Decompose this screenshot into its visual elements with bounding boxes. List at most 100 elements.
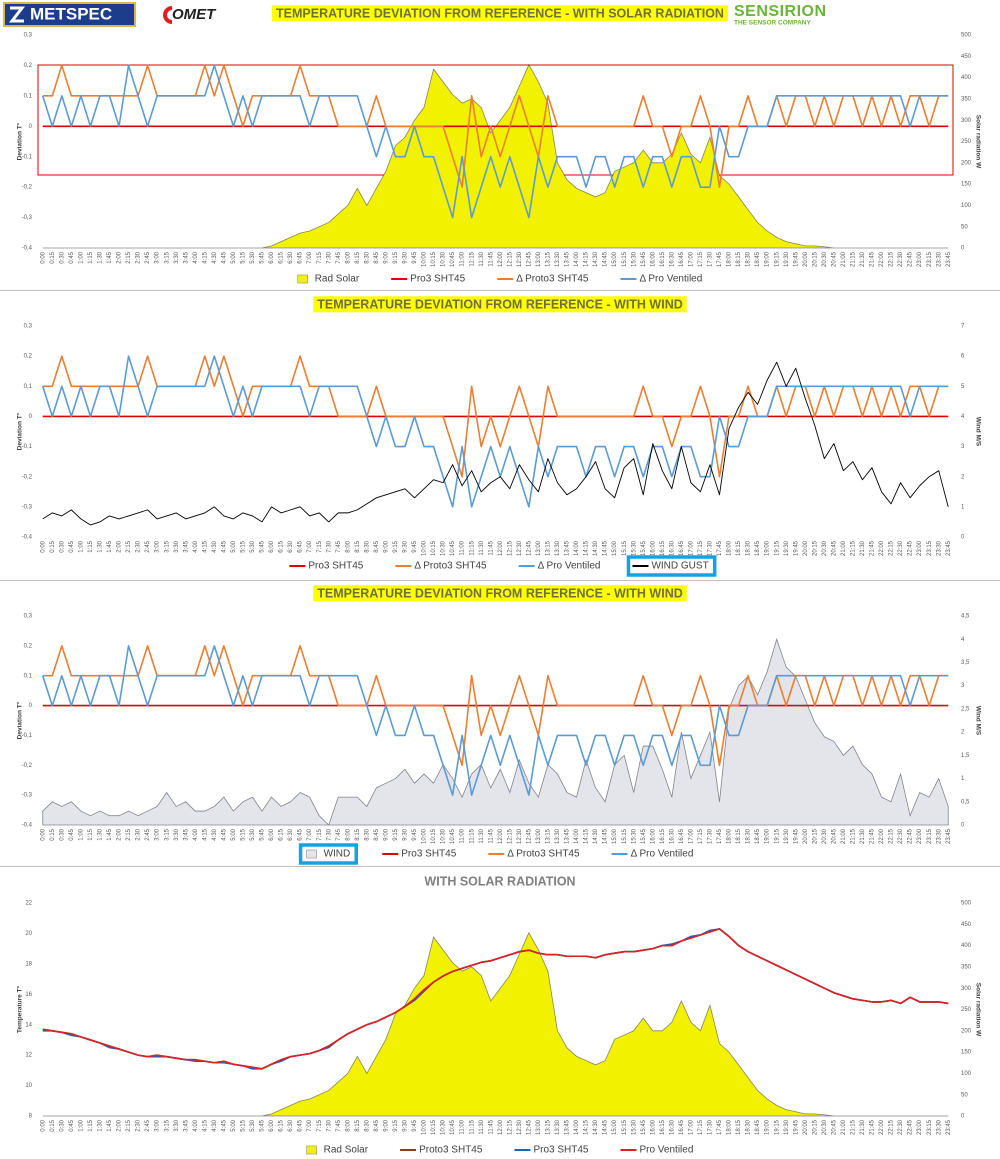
x-tick-label: 7:15 bbox=[317, 828, 323, 840]
x-tick-label: 15:00 bbox=[612, 1119, 618, 1135]
x-tick-label: 0:30 bbox=[59, 251, 65, 263]
x-tick-label: 23:00 bbox=[917, 251, 923, 267]
x-tick-label: 6:45 bbox=[298, 828, 304, 840]
x-tick-label: 1:45 bbox=[107, 1119, 113, 1131]
x-tick-label: 14:45 bbox=[603, 828, 609, 844]
x-tick-label: 9:30 bbox=[403, 1119, 409, 1131]
x-tick-label: 11:00 bbox=[460, 540, 466, 555]
x-tick-label: 14:15 bbox=[584, 1119, 590, 1135]
x-tick-label: 7:00 bbox=[307, 1119, 313, 1131]
x-tick-label: 3:45 bbox=[183, 828, 189, 840]
x-tick-label: 0:00 bbox=[40, 828, 46, 840]
legend-item: Δ Pro Ventiled bbox=[620, 274, 702, 285]
legend-item: Pro Ventiled bbox=[620, 1145, 693, 1156]
x-tick-label: 1:30 bbox=[98, 828, 104, 840]
x-tick-label: 2:00 bbox=[117, 540, 123, 552]
x-tick-label: 13:15 bbox=[546, 251, 552, 267]
x-tick-label: 12:15 bbox=[507, 1119, 513, 1135]
y2-tick-label: 150 bbox=[961, 1050, 972, 1056]
x-tick-label: 6:15 bbox=[279, 540, 285, 552]
x-tick-label: 17:15 bbox=[698, 251, 704, 267]
x-tick-label: 20:00 bbox=[803, 828, 809, 844]
x-tick-label: 3:00 bbox=[155, 1119, 161, 1131]
x-tick-label: 15:45 bbox=[641, 251, 647, 267]
x-tick-label: 11:15 bbox=[469, 828, 475, 843]
x-tick-label: 13:30 bbox=[555, 540, 561, 556]
x-tick-label: 22:45 bbox=[908, 251, 914, 267]
x-tick-label: 23:15 bbox=[927, 828, 933, 844]
x-tick-label: 2:00 bbox=[117, 828, 123, 840]
y-tick-label: 0,2 bbox=[24, 354, 33, 360]
x-tick-label: 21:30 bbox=[860, 540, 866, 556]
x-tick-label: 2:15 bbox=[126, 1119, 132, 1131]
x-tick-label: 3:00 bbox=[155, 828, 161, 840]
x-tick-label: 1:30 bbox=[98, 251, 104, 263]
x-tick-label: 20:30 bbox=[822, 540, 828, 556]
x-tick-label: 20:45 bbox=[831, 540, 837, 556]
line bbox=[42, 645, 949, 796]
y2-tick-label: 2 bbox=[961, 730, 965, 736]
x-tick-label: 20:00 bbox=[803, 251, 809, 267]
title-highlight bbox=[272, 5, 728, 22]
x-tick-label: 6:30 bbox=[288, 251, 294, 263]
x-tick-label: 4:30 bbox=[212, 828, 218, 840]
y2-tick-label: 0 bbox=[961, 246, 965, 252]
x-tick-label: 5:30 bbox=[250, 540, 256, 552]
x-tick-label: 22:45 bbox=[908, 1119, 914, 1135]
x-tick-label: 3:45 bbox=[183, 540, 189, 552]
x-tick-label: 3:15 bbox=[164, 828, 170, 840]
x-tick-label: 13:45 bbox=[565, 540, 571, 556]
x-tick-label: 13:00 bbox=[536, 828, 542, 844]
x-tick-label: 15:00 bbox=[612, 540, 618, 556]
y2-tick-label: 500 bbox=[961, 901, 972, 907]
x-tick-label: 21:00 bbox=[841, 251, 847, 267]
y-axis-label: Deviation T° bbox=[16, 412, 24, 450]
x-tick-label: 19:30 bbox=[784, 1119, 790, 1135]
x-tick-label: 0:45 bbox=[69, 540, 75, 552]
x-tick-label: 17:30 bbox=[708, 1119, 714, 1135]
x-tick-label: 1:30 bbox=[98, 1119, 104, 1131]
x-tick-label: 0:45 bbox=[69, 251, 75, 263]
x-tick-label: 2:45 bbox=[145, 1119, 151, 1131]
x-tick-label: 20:15 bbox=[812, 1119, 818, 1135]
x-tick-label: 1:15 bbox=[88, 828, 94, 840]
y-tick-label: 0,2 bbox=[24, 643, 33, 649]
x-tick-label: 22:00 bbox=[879, 1119, 885, 1135]
y2-tick-label: 50 bbox=[961, 1092, 968, 1098]
x-tick-label: 2:30 bbox=[136, 251, 142, 263]
x-tick-label: 17:30 bbox=[708, 540, 714, 556]
x-tick-label: 11:30 bbox=[479, 251, 485, 266]
y2-tick-label: 1 bbox=[961, 776, 965, 782]
x-tick-label: 8:45 bbox=[374, 1119, 380, 1131]
x-tick-label: 23:15 bbox=[927, 251, 933, 267]
x-tick-label: 4:30 bbox=[212, 1119, 218, 1131]
y-tick-label: 14 bbox=[25, 1022, 32, 1028]
legend-swatch bbox=[306, 1145, 317, 1155]
y2-axis-label: Solar radiation W bbox=[974, 115, 981, 169]
x-tick-label: 14:30 bbox=[593, 1119, 599, 1135]
x-tick-label: 15:45 bbox=[641, 828, 647, 844]
x-tick-label: 8:00 bbox=[345, 1119, 351, 1131]
legend-label: Rad Solar bbox=[324, 1145, 369, 1156]
x-tick-label: 19:00 bbox=[765, 540, 771, 556]
x-tick-label: 16:30 bbox=[669, 1119, 675, 1135]
x-tick-label: 8:30 bbox=[364, 828, 370, 840]
x-tick-label: 14:00 bbox=[574, 540, 580, 556]
x-tick-label: 14:00 bbox=[574, 251, 580, 267]
x-tick-label: 15:45 bbox=[641, 1119, 647, 1135]
x-tick-label: 13:15 bbox=[546, 540, 552, 556]
x-tick-label: 0:45 bbox=[69, 828, 75, 840]
x-tick-label: 4:00 bbox=[193, 251, 199, 263]
x-tick-label: 7:00 bbox=[307, 540, 313, 552]
x-tick-label: 8:30 bbox=[364, 251, 370, 263]
x-tick-label: 9:30 bbox=[403, 540, 409, 552]
x-tick-label: 12:30 bbox=[517, 828, 523, 844]
x-tick-label: 2:00 bbox=[117, 1119, 123, 1131]
legend-label: Rad Solar bbox=[315, 274, 360, 285]
x-tick-label: 2:15 bbox=[126, 540, 132, 552]
x-tick-label: 21:00 bbox=[841, 540, 847, 556]
legend: Rad Solar Proto3 SHT45 Pro3 SHT45 Pro Venti… bbox=[306, 1145, 693, 1156]
x-tick-label: 11:15 bbox=[469, 540, 475, 555]
area bbox=[42, 637, 949, 826]
x-tick-label: 12:00 bbox=[498, 828, 504, 844]
